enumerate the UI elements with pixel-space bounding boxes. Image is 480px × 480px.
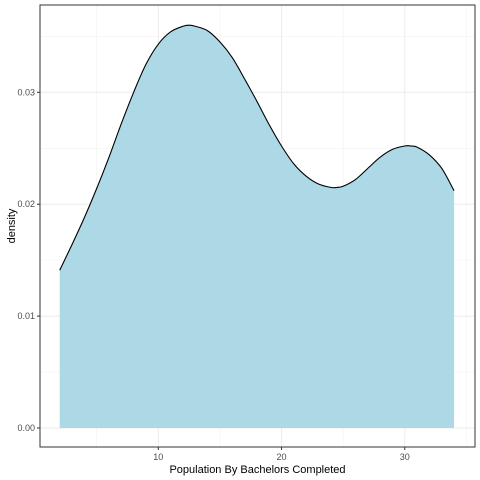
y-tick-label: 0.01 (17, 311, 35, 321)
x-tick-label: 20 (277, 452, 287, 462)
density-area (59, 25, 455, 428)
x-tick-label: 10 (153, 452, 163, 462)
y-tick-label: 0.00 (17, 423, 35, 433)
x-tick-label: 30 (400, 452, 410, 462)
x-axis-ticks: 10 20 30 (153, 447, 410, 462)
x-axis-title: Population By Bachelors Completed (169, 464, 345, 476)
y-axis-ticks: 0.00 0.01 0.02 0.03 (17, 87, 40, 433)
density-line (59, 24, 455, 271)
plot-border (39, 4, 476, 448)
y-axis-title: density (6, 208, 18, 243)
y-tick-label: 0.03 (17, 87, 35, 97)
y-tick-label: 0.02 (17, 199, 35, 209)
